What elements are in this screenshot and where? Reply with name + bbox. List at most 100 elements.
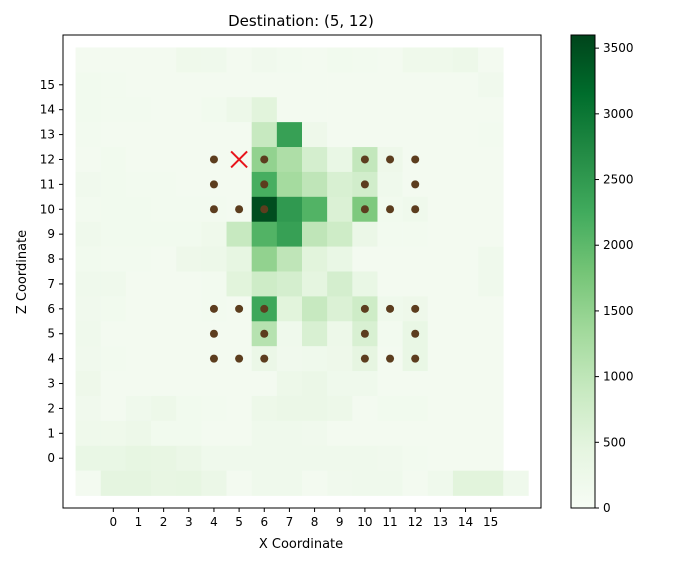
- heatmap-cell: [377, 246, 403, 272]
- x-tick-label: 0: [109, 515, 117, 529]
- heatmap-cell: [352, 221, 378, 247]
- heatmap-cell: [402, 221, 429, 247]
- heatmap-cell: [100, 221, 127, 247]
- y-tick-label: 4: [47, 352, 55, 366]
- heatmap-cell: [327, 321, 353, 347]
- waypoint-marker: [260, 329, 269, 338]
- heatmap-cell: [125, 371, 152, 397]
- heatmap-cell: [352, 246, 378, 272]
- plot-frame: [62, 34, 542, 509]
- waypoint-marker: [209, 155, 218, 164]
- heatmap-cell: [377, 97, 403, 123]
- heatmap-cell: [151, 420, 177, 447]
- heatmap-cell: [377, 221, 403, 247]
- heatmap-cell: [452, 196, 479, 223]
- heatmap-cell: [176, 271, 202, 297]
- heatmap-cell: [276, 470, 303, 496]
- heatmap-cell: [478, 271, 504, 297]
- heatmap-cell: [75, 445, 102, 471]
- x-tick-label: 14: [458, 515, 473, 529]
- heatmap-cell: [276, 47, 303, 73]
- heatmap-cell: [478, 47, 504, 73]
- heatmap-cell: [100, 97, 127, 123]
- waypoint-marker: [360, 354, 369, 363]
- heatmap-cell: [352, 395, 378, 422]
- heatmap-cell: [251, 97, 278, 123]
- waypoint-marker: [235, 205, 244, 214]
- y-tick-label: 1: [47, 426, 55, 440]
- heatmap-cell: [478, 147, 504, 173]
- heatmap-cell: [452, 72, 479, 98]
- heatmap-cell: [402, 445, 429, 471]
- waypoint-marker: [209, 180, 218, 189]
- heatmap-cell: [352, 72, 378, 98]
- heatmap-cell: [478, 346, 504, 372]
- colorbar-tick-label: 0: [603, 501, 611, 515]
- heatmap-cell: [75, 296, 102, 322]
- waypoint-marker: [386, 304, 395, 313]
- heatmap-cell: [427, 246, 454, 272]
- heatmap-cell: [352, 97, 378, 123]
- heatmap-cell: [327, 221, 353, 247]
- heatmap-cell: [226, 371, 252, 397]
- heatmap-cell: [251, 371, 278, 397]
- heatmap-cell: [251, 246, 278, 272]
- heatmap-cell: [377, 72, 403, 98]
- heatmap-cell: [226, 321, 252, 347]
- heatmap-cell: [251, 221, 278, 247]
- heatmap-cell: [276, 371, 303, 397]
- heatmap-cell: [377, 321, 403, 347]
- heatmap-cell: [377, 470, 403, 496]
- heatmap-cell: [75, 47, 102, 73]
- heatmap-cell: [75, 246, 102, 272]
- colorbar-tick-label: 3500: [603, 41, 634, 55]
- heatmap-cell: [452, 97, 479, 123]
- heatmap-cell: [125, 97, 152, 123]
- heatmap-cell: [276, 246, 303, 272]
- heatmap-cell: [452, 147, 479, 173]
- heatmap-cell: [176, 97, 202, 123]
- heatmap-cell: [276, 171, 303, 198]
- x-tick-label: 12: [408, 515, 423, 529]
- heatmap-cell: [176, 147, 202, 173]
- heatmap-cell: [402, 271, 429, 297]
- heatmap-cell: [377, 420, 403, 447]
- heatmap-cell: [302, 147, 328, 173]
- heatmap-cell: [377, 371, 403, 397]
- x-tick-label: 9: [336, 515, 344, 529]
- heatmap-cell: [226, 470, 252, 496]
- heatmap-cell: [276, 147, 303, 173]
- heatmap-cell: [352, 271, 378, 297]
- chart-title: Destination: (5, 12): [228, 12, 374, 30]
- heatmap-cell: [377, 445, 403, 471]
- heatmap-cell: [427, 420, 454, 447]
- waypoint-marker: [411, 180, 420, 189]
- heatmap-cell: [176, 420, 202, 447]
- heatmap-cell: [75, 321, 102, 347]
- heatmap-cell: [176, 47, 202, 73]
- heatmap-cell: [327, 171, 353, 198]
- y-tick-label: 3: [47, 377, 55, 391]
- heatmap-cell: [302, 346, 328, 372]
- heatmap-cell: [478, 420, 504, 447]
- heatmap-cell: [100, 346, 127, 372]
- x-tick-label: 1: [135, 515, 143, 529]
- heatmap-cell: [100, 371, 127, 397]
- heatmap-cell: [402, 395, 429, 422]
- heatmap-cell: [151, 271, 177, 297]
- y-tick-label: 8: [47, 252, 55, 266]
- heatmap-cells: [75, 47, 529, 496]
- heatmap-cell: [226, 246, 252, 272]
- heatmap-cell: [100, 47, 127, 73]
- heatmap-cell: [302, 445, 328, 471]
- heatmap-cell: [327, 246, 353, 272]
- heatmap-cell: [427, 395, 454, 422]
- heatmap-cell: [151, 171, 177, 198]
- heatmap-cell: [176, 445, 202, 471]
- heatmap-cell: [427, 346, 454, 372]
- heatmap-cell: [327, 296, 353, 322]
- heatmap-cell: [100, 72, 127, 98]
- heatmap-cell: [176, 72, 202, 98]
- waypoint-marker: [209, 304, 218, 313]
